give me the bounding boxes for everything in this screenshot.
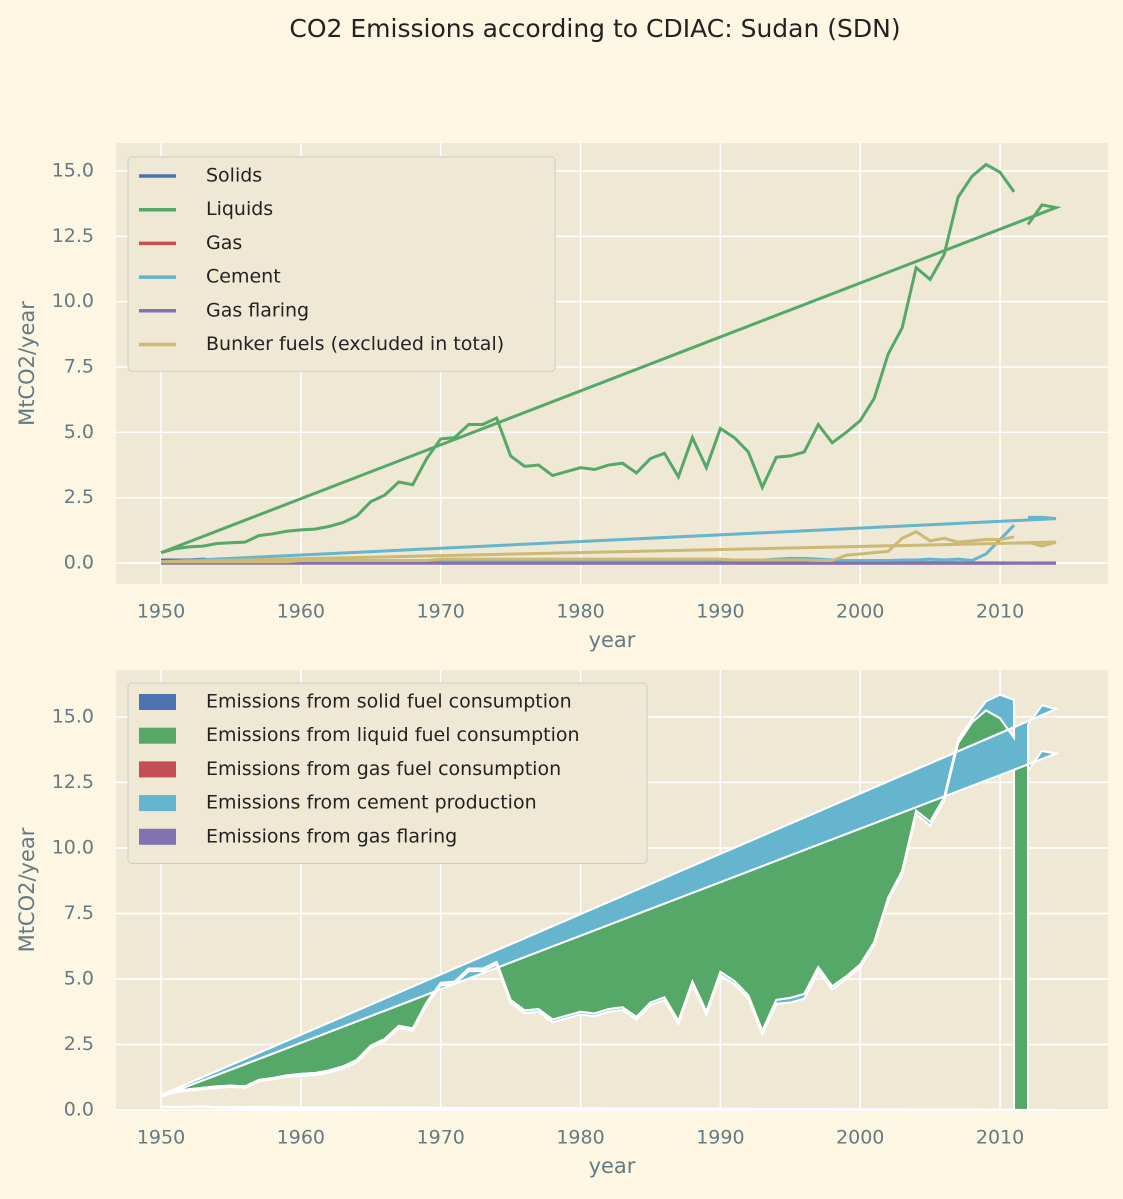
y-tick-label: 7.5 [64, 902, 94, 924]
series-line [160, 162, 1062, 555]
y-axis-label: MtCO2/year [15, 301, 39, 426]
legend-label: Emissions from gas fuel consumption [206, 758, 561, 780]
x-axis-label: year [589, 1154, 636, 1178]
legend-swatch [139, 694, 176, 710]
x-tick-label: 1960 [277, 601, 325, 623]
y-tick-label: 0.0 [64, 1099, 94, 1121]
x-tick-label: 1980 [556, 1127, 604, 1149]
legend-label: Cement [206, 266, 281, 288]
legend: Emissions from solid fuel consumption Emi… [127, 682, 648, 864]
x-axis-label: year [589, 628, 636, 652]
y-tick-label: 15.0 [52, 705, 94, 727]
x-tick-label: 2010 [976, 1127, 1024, 1149]
y-tick-label: 7.5 [64, 356, 94, 378]
x-tick-label: 1950 [137, 601, 185, 623]
legend-label: Emissions from gas flaring [206, 825, 457, 847]
x-tick-label: 1970 [417, 1127, 465, 1149]
legend-label: Emissions from cement production [206, 792, 537, 814]
legend-label: Gas [206, 232, 242, 254]
y-tick-label: 0.0 [64, 552, 94, 574]
legend-swatch [139, 727, 176, 744]
legend-swatch [139, 761, 176, 778]
y-tick-label: 15.0 [52, 159, 94, 181]
x-tick-label: 1950 [137, 1127, 185, 1149]
y-tick-label: 2.5 [64, 1033, 94, 1055]
series-line [160, 530, 1057, 564]
y-axis-label: MtCO2/year [15, 827, 39, 952]
x-tick-label: 1970 [417, 601, 465, 623]
legend-label: Solids [206, 165, 262, 187]
legend-label: Bunker fuels (excluded in total) [206, 333, 504, 355]
figure-title: CO2 Emissions according to CDIAC: Sudan … [289, 14, 900, 43]
legend-label: Liquids [206, 198, 273, 220]
y-tick-label: 10.0 [52, 836, 94, 858]
legend-label: Emissions from liquid fuel consumption [206, 724, 580, 746]
legend-swatch [139, 795, 176, 812]
legend: Solids Liquids Gas Cement Gas flaring Bunker … [127, 156, 556, 372]
legend-label: Emissions from solid fuel consumption [206, 691, 572, 713]
x-tick-label: 2000 [836, 1127, 884, 1149]
x-tick-label: 1990 [696, 1127, 744, 1149]
legend-swatch [139, 828, 176, 845]
legend-box [127, 156, 556, 372]
x-tick-label: 1980 [556, 601, 604, 623]
y-tick-label: 12.5 [52, 771, 94, 793]
x-tick-label: 1990 [696, 601, 744, 623]
legend-label: Gas flaring [206, 299, 309, 321]
x-tick-label: 1960 [277, 1127, 325, 1149]
y-tick-label: 10.0 [52, 290, 94, 312]
y-tick-label: 2.5 [64, 486, 94, 508]
y-tick-label: 5.0 [64, 967, 94, 989]
legend-box [127, 682, 648, 864]
y-tick-label: 5.0 [64, 421, 94, 443]
x-tick-label: 2010 [976, 601, 1024, 623]
x-tick-label: 2000 [836, 601, 884, 623]
y-tick-label: 12.5 [52, 225, 94, 247]
